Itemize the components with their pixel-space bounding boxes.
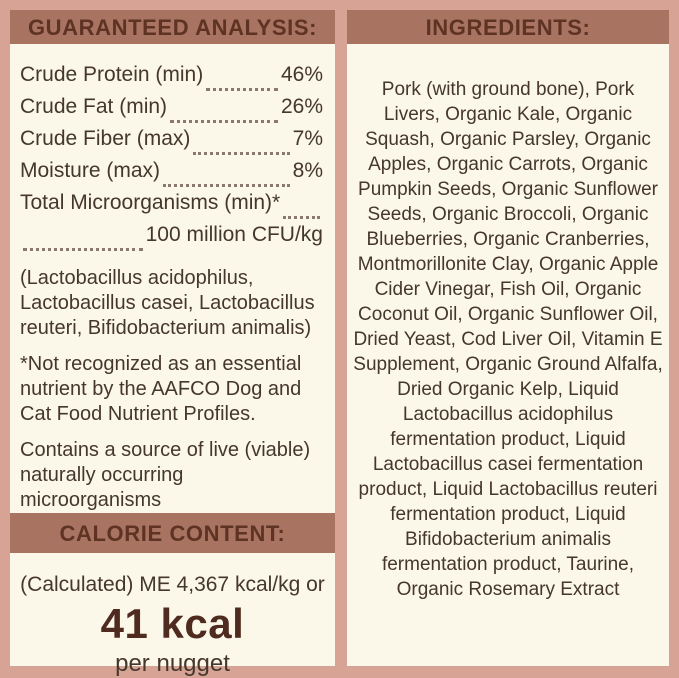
analysis-row-value: 100 million CFU/kg [145,223,323,246]
guaranteed-analysis-header: GUARANTEED ANALYSIS: [10,10,335,44]
dotted-leader [283,216,320,219]
dotted-leader [163,184,290,187]
dotted-leader [193,152,290,155]
analysis-row-label: Total Microorganisms (min)* [20,191,281,214]
analysis-row-label: Crude Fat (min) [20,95,168,118]
note-aafco-disclaimer: *Not recognized as an essential nutrient… [20,353,302,425]
dotted-leader [206,88,278,91]
dotted-leader [170,120,278,123]
calorie-content-header: CALORIE CONTENT: [10,513,335,553]
note-microorganism-species: (Lactobacillus acidophilus, Lactobacillu… [20,267,315,339]
ingredients-header: INGREDIENTS: [347,10,669,44]
calorie-per-nugget-label: per nugget [115,650,230,677]
analysis-row-value: 7% [292,127,323,150]
analysis-row-value: 46% [280,63,323,86]
analysis-row-label: Moisture (max) [20,159,161,182]
guaranteed-analysis-panel: GUARANTEED ANALYSIS: Crude Protein (min)… [10,10,335,677]
calorie-kcal-value: 41 kcal [100,600,245,647]
ingredients-list: Pork (with ground bone), Pork Livers, Or… [353,79,663,600]
analysis-row-microorganisms-value: 100 million CFU/kg [20,223,323,255]
analysis-row-value: 8% [292,159,323,182]
analysis-row-crude-fiber: Crude Fiber (max) 7% [20,127,323,159]
analysis-table: Crude Protein (min) 46% Crude Fat (min) … [10,44,335,255]
analysis-row-label: Crude Protein (min) [20,63,204,86]
analysis-row-label: Crude Fiber (max) [20,127,191,150]
ingredients-panel: INGREDIENTS: Pork (with ground bone), Po… [347,10,669,666]
analysis-row-total-microorganisms: Total Microorganisms (min)* [20,191,323,223]
dotted-leader [23,248,143,251]
analysis-row-crude-fat: Crude Fat (min) 26% [20,95,323,127]
calorie-calculated-line: (Calculated) ME 4,367 kcal/kg or [20,573,325,596]
analysis-row-moisture: Moisture (max) 8% [20,159,323,191]
analysis-row-value: 26% [280,95,323,118]
analysis-row-crude-protein: Crude Protein (min) 46% [20,63,323,95]
note-live-microorganisms: Contains a source of live (viable) natur… [20,439,311,511]
